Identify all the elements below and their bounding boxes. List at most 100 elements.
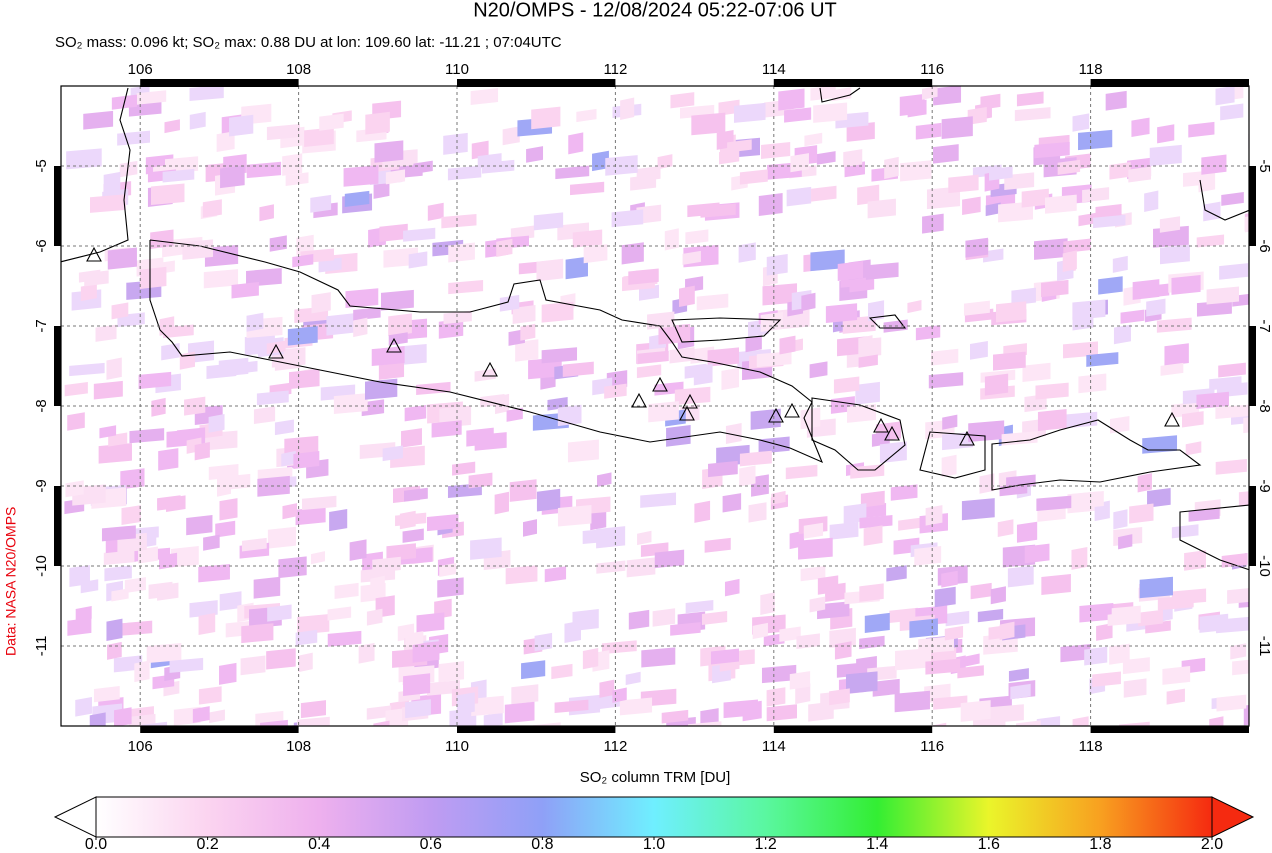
so2-pixel [150, 229, 174, 250]
so2-pixel [846, 122, 875, 142]
so2-pixel [701, 610, 728, 626]
so2-pixel [182, 239, 214, 260]
so2-pixel [1113, 509, 1128, 530]
y-tick-label-left: -11 [33, 636, 50, 657]
so2-pixel [738, 242, 756, 263]
so2-pixel [1086, 352, 1119, 367]
so2-pixel [1147, 488, 1171, 508]
so2-pixel [1132, 279, 1160, 300]
so2-pixel [670, 92, 695, 109]
so2-pixel [1062, 411, 1098, 429]
so2-pixel [628, 609, 650, 630]
so2-pixel [494, 491, 509, 515]
so2-pixel [101, 525, 136, 542]
so2-pixel [90, 194, 126, 213]
so2-pixel [687, 202, 720, 218]
so2-pixel [568, 132, 584, 155]
so2-pixel [1113, 324, 1131, 345]
so2-pixel [989, 166, 1013, 181]
colorbar-ticks: 0.0 0.2 0.4 0.6 0.8 1.0 1.2 1.4 1.6 1.8 2.0 [85, 836, 1223, 853]
so2-pixel [800, 566, 826, 582]
so2-pixel [957, 665, 984, 679]
y-tick-label-right: -9 [1256, 479, 1272, 492]
x-tick-label-top: 114 [762, 61, 786, 78]
so2-pixel [1034, 141, 1070, 159]
colorbar-tick-label: 0.8 [531, 836, 553, 853]
so2-pixel [528, 357, 562, 380]
so2-pixel [349, 539, 367, 561]
so2-pixel [146, 642, 182, 664]
so2-pixel [333, 393, 368, 415]
x-tick-label-top: 108 [286, 61, 311, 78]
so2-pixel [1096, 623, 1113, 641]
so2-pixel [661, 709, 689, 724]
so2-pixel [758, 193, 783, 217]
so2-pixel [162, 168, 195, 183]
volcano [268, 343, 284, 359]
so2-pixel [1035, 382, 1069, 400]
so2-pixel [1184, 550, 1206, 571]
so2-pixel [990, 586, 1006, 605]
so2-pixel [170, 545, 199, 568]
frame-bar [54, 326, 61, 406]
so2-pixel [179, 351, 196, 370]
so2-pixel [700, 708, 719, 726]
so2-pixel [292, 254, 314, 268]
so2-pixel [358, 642, 375, 664]
y-tick-label-right: -6 [1256, 239, 1272, 252]
x-tick-label-bottom: 108 [286, 738, 311, 755]
so2-pixel [1036, 495, 1072, 512]
title: N20/OMPS - 12/08/2024 05:22-07:06 UT [473, 0, 837, 21]
so2-pixel [809, 361, 828, 379]
so2-pixel [739, 169, 768, 185]
so2-pixel [1248, 255, 1249, 270]
so2-pixel [533, 212, 564, 231]
so2-pixel [810, 86, 836, 101]
so2-pixel [218, 357, 249, 377]
so2-pixel [231, 281, 259, 299]
so2-pixel [863, 525, 883, 546]
so2-pixel [1201, 154, 1227, 175]
so2-pixel [760, 592, 775, 615]
so2-pixel [804, 132, 823, 147]
so2-pixel [301, 495, 337, 511]
so2-pixel [626, 557, 656, 578]
so2-pixel [829, 521, 859, 540]
so2-pixel [859, 583, 884, 602]
so2-pixel [985, 202, 1001, 217]
so2-pixel [194, 441, 210, 461]
so2-pixel [864, 612, 890, 634]
so2-pixel [620, 97, 635, 121]
so2-pixel [900, 160, 932, 182]
so2-pixel [66, 148, 102, 170]
so2-pixel [506, 407, 523, 422]
so2-pixel [625, 671, 641, 686]
so2-pixel [786, 186, 812, 207]
so2-pixel [202, 199, 222, 218]
so2-pixel [509, 479, 537, 502]
so2-pixel [523, 519, 538, 537]
so2-pixel [1220, 103, 1244, 121]
so2-pixel [860, 490, 885, 508]
so2-pixel [1139, 576, 1173, 599]
so2-pixel [129, 428, 165, 444]
so2-pixel [999, 621, 1015, 641]
so2-pixel [611, 209, 644, 228]
colorbar-under [53, 796, 97, 838]
so2-pixel [872, 678, 900, 697]
so2-pixel [483, 712, 503, 726]
so2-pixel [567, 439, 599, 463]
so2-pixel [541, 301, 574, 323]
so2-pixel [829, 688, 850, 706]
so2-pixel [1037, 409, 1067, 432]
so2-pixel [319, 113, 344, 131]
so2-pixel [942, 414, 958, 430]
so2-pixel [1209, 376, 1242, 391]
so2-pixel [837, 260, 864, 281]
so2-pixel [666, 425, 691, 447]
so2-pixel [284, 435, 319, 457]
so2-pixel [266, 123, 300, 141]
so2-pixel [151, 397, 166, 417]
so2-pixel [496, 238, 513, 257]
so2-pixel [1021, 188, 1049, 208]
